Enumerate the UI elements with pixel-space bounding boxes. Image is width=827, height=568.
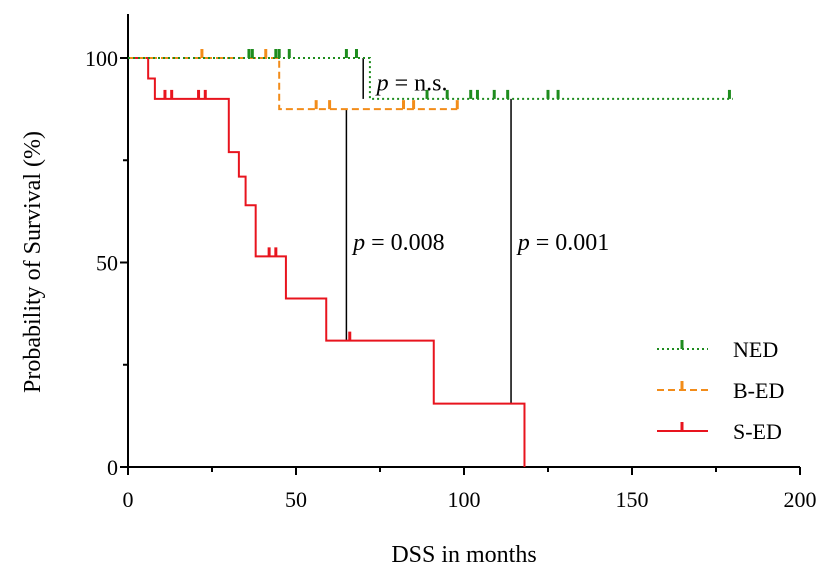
y-axis-title: Probability of Survival (%) bbox=[20, 131, 46, 393]
x-tick-label: 0 bbox=[123, 487, 134, 512]
survival-curves bbox=[128, 49, 733, 467]
series-ned bbox=[128, 49, 733, 100]
legend-item-b-ed: B-ED bbox=[657, 378, 784, 403]
x-tick-label: 200 bbox=[784, 487, 817, 512]
p-value-label: p = 0.001 bbox=[516, 230, 610, 256]
x-tick-label: 50 bbox=[285, 487, 307, 512]
y-tick-label: 100 bbox=[85, 46, 118, 71]
x-axis-title: DSS in months bbox=[391, 542, 536, 568]
curve-b-ed bbox=[128, 57, 458, 111]
legend-item-ned: NED bbox=[657, 337, 778, 362]
axes: 0 50 100 150 200 0 50 100 bbox=[85, 14, 817, 512]
y-tick-label: 0 bbox=[107, 455, 118, 480]
legend-label: B-ED bbox=[733, 378, 784, 403]
legend-label: NED bbox=[733, 337, 778, 362]
p-value-label: p = n.s. bbox=[375, 71, 448, 97]
legend-item-s-ed: S-ED bbox=[657, 419, 782, 444]
x-tick-label: 150 bbox=[616, 487, 649, 512]
series-b-ed bbox=[128, 49, 459, 111]
legend-label: S-ED bbox=[733, 419, 782, 444]
p-value-lines bbox=[345, 58, 512, 404]
curve-s-ed bbox=[128, 57, 526, 467]
series-s-ed bbox=[128, 57, 526, 467]
x-tick-label: 100 bbox=[448, 487, 481, 512]
p-value-annotations: p = n.s. p = 0.008 p = 0.001 bbox=[351, 71, 609, 257]
p-value-label: p = 0.008 bbox=[351, 230, 445, 256]
legend: NED B-ED S-ED bbox=[657, 337, 784, 444]
y-tick-label: 50 bbox=[96, 251, 118, 276]
